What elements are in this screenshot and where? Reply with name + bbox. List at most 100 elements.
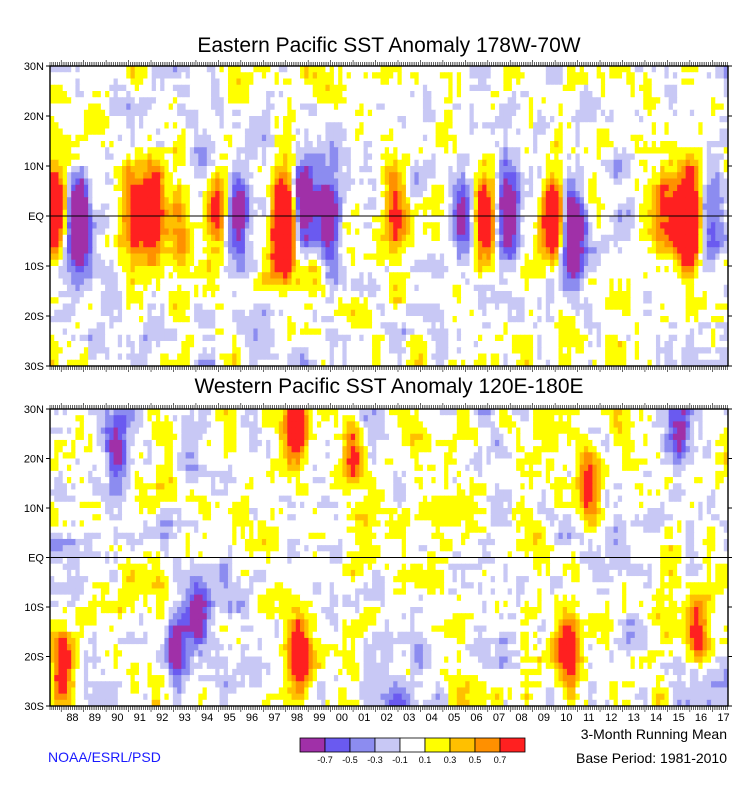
heatmap-cell xyxy=(439,134,445,142)
heatmap-cell xyxy=(668,128,674,136)
heatmap-cell xyxy=(439,128,445,136)
heatmap-cell xyxy=(244,253,250,261)
heatmap-cell xyxy=(96,247,102,255)
heatmap-cell xyxy=(215,209,221,217)
heatmap-cell xyxy=(528,209,534,217)
heatmap-cell xyxy=(363,97,369,105)
heatmap-cell xyxy=(694,234,699,242)
heatmap-cell xyxy=(270,134,276,142)
heatmap-cell xyxy=(355,72,360,80)
heatmap-cell xyxy=(541,72,547,80)
heatmap-cell xyxy=(333,253,339,261)
heatmap-cell xyxy=(62,253,68,261)
heatmap-cell xyxy=(689,166,695,173)
heatmap-cell xyxy=(308,166,314,173)
heatmap-cell xyxy=(715,128,721,136)
heatmap-cell xyxy=(448,241,454,248)
heatmap-cell xyxy=(477,191,483,198)
heatmap-cell xyxy=(431,66,437,73)
heatmap-cell xyxy=(516,72,521,80)
heatmap-cell xyxy=(605,184,610,192)
heatmap-cell xyxy=(435,147,441,155)
heatmap-cell xyxy=(261,122,267,130)
heatmap-cell xyxy=(422,209,428,217)
heatmap-cell xyxy=(583,178,589,186)
heatmap-cell xyxy=(613,109,619,117)
heatmap-cell xyxy=(287,247,293,255)
heatmap-cell xyxy=(698,84,704,92)
heatmap-cell xyxy=(431,184,437,192)
heatmap-cell xyxy=(626,141,632,148)
heatmap-cell xyxy=(617,241,623,248)
heatmap-cell xyxy=(147,222,153,230)
heatmap-cell xyxy=(122,159,127,167)
heatmap-cell xyxy=(677,178,682,186)
heatmap-cell xyxy=(333,91,339,98)
heatmap-cell xyxy=(92,78,98,86)
heatmap-cell xyxy=(562,197,568,205)
heatmap-cell xyxy=(278,203,284,211)
heatmap-cell xyxy=(486,203,492,211)
heatmap-cell xyxy=(588,203,593,211)
heatmap-cell xyxy=(490,116,496,123)
heatmap-cell xyxy=(71,259,77,267)
heatmap-cell xyxy=(274,128,280,136)
heatmap-cell xyxy=(533,91,538,98)
heatmap-cell xyxy=(655,147,661,155)
heatmap-cell xyxy=(355,184,360,192)
heatmap-cell xyxy=(189,166,195,173)
heatmap-cell xyxy=(668,134,674,142)
heatmap-cell xyxy=(558,72,564,80)
heatmap-cell xyxy=(338,116,343,123)
heatmap-cell xyxy=(363,153,369,161)
heatmap-cell xyxy=(342,72,348,80)
heatmap-cell xyxy=(304,84,310,92)
heatmap-cell xyxy=(206,78,212,86)
heatmap-cell xyxy=(130,66,136,73)
heatmap-cell xyxy=(240,203,246,211)
heatmap-cell xyxy=(66,153,72,161)
heatmap-cell xyxy=(138,166,144,173)
heatmap-cell xyxy=(571,172,577,180)
heatmap-cell xyxy=(685,247,691,255)
heatmap-cell xyxy=(223,72,229,80)
heatmap-cell xyxy=(66,97,72,105)
heatmap-cell xyxy=(622,166,627,173)
heatmap-cell xyxy=(422,166,428,173)
heatmap-cell xyxy=(389,253,394,261)
heatmap-cell xyxy=(278,184,284,192)
heatmap-cell xyxy=(723,103,728,111)
heatmap-cell xyxy=(698,184,704,192)
heatmap-cell xyxy=(533,109,538,117)
heatmap-cell xyxy=(75,184,81,192)
heatmap-cell xyxy=(185,147,191,155)
heatmap-cell xyxy=(435,191,441,198)
heatmap-cell xyxy=(58,247,64,255)
heatmap-cell xyxy=(329,141,335,148)
heatmap-cell xyxy=(185,228,191,236)
heatmap-cell xyxy=(613,159,619,167)
heatmap-cell xyxy=(287,228,293,236)
heatmap-cell xyxy=(227,72,233,80)
heatmap-cell xyxy=(219,141,225,148)
heatmap-cell xyxy=(427,84,432,92)
heatmap-cell xyxy=(143,222,149,230)
heatmap-cell xyxy=(283,141,288,148)
heatmap-cell xyxy=(304,116,310,123)
heatmap-cell xyxy=(643,97,649,105)
heatmap-cell xyxy=(338,216,343,223)
heatmap-cell xyxy=(83,222,89,230)
heatmap-cell xyxy=(655,134,661,142)
heatmap-cell xyxy=(300,247,305,255)
heatmap-cell xyxy=(596,122,602,130)
heatmap-cell xyxy=(655,191,661,198)
heatmap-cell xyxy=(105,128,110,136)
heatmap-cell xyxy=(575,222,581,230)
heatmap-cell xyxy=(579,109,585,117)
heatmap-cell xyxy=(172,147,178,155)
heatmap-cell xyxy=(384,116,390,123)
heatmap-cell xyxy=(664,66,670,73)
heatmap-cell xyxy=(198,122,204,130)
heatmap-cell xyxy=(537,109,543,117)
heatmap-cell xyxy=(266,109,271,117)
